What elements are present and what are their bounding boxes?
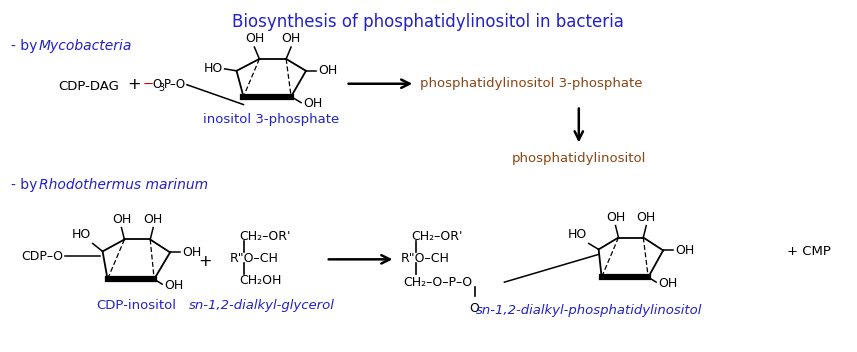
- Text: OH: OH: [164, 279, 183, 291]
- Text: +: +: [128, 77, 141, 92]
- Text: phosphatidylinositol 3-phosphate: phosphatidylinositol 3-phosphate: [420, 77, 643, 90]
- Text: Biosynthesis of phosphatidylinositol in bacteria: Biosynthesis of phosphatidylinositol in …: [232, 13, 624, 31]
- Text: CH₂–O–P–O: CH₂–O–P–O: [403, 276, 472, 289]
- Text: CH₂OH: CH₂OH: [239, 274, 282, 287]
- Text: Mycobacteria: Mycobacteria: [39, 39, 133, 53]
- Text: OH: OH: [111, 213, 131, 226]
- Text: OH: OH: [281, 32, 301, 45]
- Text: CH₂–OR': CH₂–OR': [411, 230, 463, 243]
- Text: sn-1,2-dialkyl-glycerol: sn-1,2-dialkyl-glycerol: [189, 299, 334, 312]
- Text: CH₂–OR': CH₂–OR': [239, 230, 291, 243]
- Text: inositol 3-phosphate: inositol 3-phosphate: [203, 113, 339, 126]
- Text: P–O: P–O: [164, 78, 186, 91]
- Text: OH: OH: [606, 210, 625, 224]
- Text: phosphatidylinositol: phosphatidylinositol: [512, 152, 646, 165]
- Text: OH: OH: [303, 97, 322, 110]
- Text: OH: OH: [658, 277, 677, 290]
- Text: HO: HO: [71, 228, 91, 241]
- Text: CDP-inositol: CDP-inositol: [96, 299, 177, 312]
- Text: OH: OH: [318, 64, 337, 77]
- Text: O: O: [153, 78, 161, 91]
- Text: CDP-DAG: CDP-DAG: [58, 80, 119, 93]
- Text: OH: OH: [245, 32, 264, 45]
- Text: HO: HO: [567, 228, 587, 241]
- Text: + CMP: + CMP: [787, 245, 831, 258]
- Text: 3: 3: [159, 83, 165, 93]
- Text: OH: OH: [675, 244, 694, 257]
- Text: R"O–CH: R"O–CH: [230, 252, 279, 265]
- Text: OH: OH: [144, 213, 163, 226]
- Text: - by: - by: [11, 39, 42, 53]
- Text: sn-1,2-dialkyl-phosphatidylinositol: sn-1,2-dialkyl-phosphatidylinositol: [476, 304, 702, 317]
- Text: +: +: [198, 254, 212, 269]
- Text: OH: OH: [637, 210, 656, 224]
- Text: OH: OH: [182, 246, 201, 259]
- Text: R"O–CH: R"O–CH: [401, 252, 450, 265]
- Text: O: O: [470, 302, 480, 315]
- Text: HO: HO: [203, 62, 223, 75]
- Text: CDP–O: CDP–O: [21, 250, 63, 263]
- Text: - by: - by: [11, 178, 42, 192]
- Text: Rhodothermus marinum: Rhodothermus marinum: [39, 178, 208, 192]
- Text: −: −: [142, 78, 153, 91]
